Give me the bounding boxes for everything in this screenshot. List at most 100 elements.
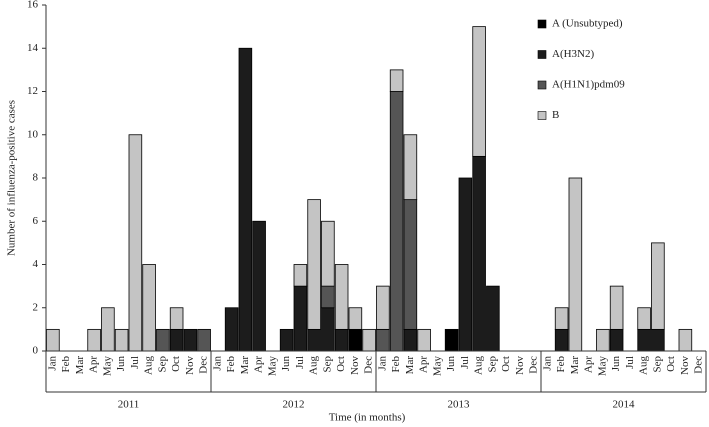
- x-tick-label: Jun: [280, 356, 292, 372]
- bar-segment: [279, 328, 294, 352]
- legend-label: A(H1N1)pdm09: [552, 79, 625, 91]
- x-tick-label: Jun: [610, 356, 622, 372]
- bar-segment: [128, 134, 143, 352]
- x-tick-label: Oct: [335, 356, 347, 372]
- bar-segment: [101, 307, 115, 352]
- bar-segment: [197, 328, 211, 352]
- x-axis-title: Time (in months): [329, 412, 406, 424]
- x-tick-label: Oct: [170, 356, 182, 372]
- bar-segment: [156, 328, 170, 352]
- x-tick-label: Sep: [651, 356, 663, 373]
- x-tick-label: Sep: [156, 356, 168, 373]
- bar-segment: [169, 328, 184, 352]
- bar-segment: [321, 220, 335, 287]
- bar-segment: [376, 285, 390, 330]
- bar-segment: [472, 26, 486, 157]
- bar-segment: [554, 307, 569, 330]
- y-axis-title: Number of influenza-positive cases: [6, 100, 18, 256]
- x-tick-label: Feb: [555, 356, 567, 373]
- legend-label: A(H3N2): [552, 48, 594, 60]
- bar-segment: [403, 328, 418, 352]
- bar-segment: [389, 69, 404, 92]
- x-tick-label: Jun: [115, 356, 127, 372]
- x-tick-label: Sep: [321, 356, 333, 373]
- x-tick-label: Jul: [294, 356, 306, 369]
- legend-swatch: [537, 111, 547, 120]
- x-tick-label: Dec: [528, 356, 540, 374]
- bar-segment: [609, 328, 624, 352]
- bar-segment: [651, 328, 665, 352]
- legend-label: A (Unsubtyped): [552, 18, 623, 30]
- x-tick-label: Mar: [74, 356, 86, 375]
- x-tick-label: Feb: [60, 356, 72, 373]
- x-tick-label: Mar: [569, 356, 581, 375]
- x-tick-label: Apr: [88, 356, 100, 373]
- bar-segment: [169, 307, 184, 330]
- x-tick-label: Mar: [239, 356, 251, 375]
- x-tick-label: Jul: [129, 356, 141, 369]
- x-tick-label: Jan: [541, 356, 553, 371]
- bar-segment: [46, 328, 60, 352]
- bar-segment: [486, 285, 500, 352]
- x-tick-label: Oct: [500, 356, 512, 372]
- x-tick-label: Jul: [624, 356, 636, 369]
- y-tick-label: 6: [33, 215, 39, 227]
- bar-segment: [321, 307, 335, 352]
- bar-segment: [307, 199, 321, 330]
- y-tick-label: 10: [27, 128, 39, 140]
- x-tick-label: Apr: [418, 356, 430, 373]
- x-tick-label: Feb: [225, 356, 237, 373]
- x-tick-label: Jan: [376, 356, 388, 371]
- x-tick-label: Nov: [184, 356, 196, 375]
- legend-swatch: [537, 19, 547, 29]
- x-tick-label: Aug: [473, 356, 485, 375]
- legend-swatch: [537, 80, 547, 90]
- x-tick-label: Apr: [583, 356, 595, 373]
- bar-segment: [348, 328, 363, 352]
- x-tick-label: May: [266, 356, 278, 377]
- x-tick-label: Nov: [349, 356, 361, 375]
- x-tick-label: Sep: [486, 356, 498, 373]
- bar-segment: [87, 328, 101, 352]
- bar-segment: [417, 328, 431, 352]
- bar-segment: [293, 264, 308, 287]
- bar-segment: [472, 155, 486, 352]
- y-tick-label: 0: [33, 345, 39, 357]
- year-label: 2012: [283, 399, 305, 411]
- y-tick-label: 14: [27, 42, 39, 54]
- bar-segment: [458, 177, 473, 352]
- x-tick-label: Aug: [308, 356, 320, 375]
- bar-segment: [609, 285, 624, 330]
- bar-segment: [142, 264, 156, 352]
- x-tick-label: Dec: [693, 356, 705, 374]
- bar-segment: [252, 220, 266, 352]
- x-tick-label: May: [596, 356, 608, 377]
- x-tick-label: Dec: [198, 356, 210, 374]
- y-tick-label: 8: [33, 172, 39, 184]
- bar-segment: [307, 328, 321, 352]
- bar-segment: [334, 328, 349, 352]
- bar-segment: [651, 242, 665, 330]
- y-tick-label: 4: [33, 258, 39, 270]
- bar-segment: [321, 285, 335, 309]
- year-label: 2013: [448, 399, 471, 411]
- x-tick-label: Aug: [143, 356, 155, 375]
- bar-segment: [568, 177, 583, 352]
- bar-segment: [637, 328, 651, 352]
- x-tick-label: Nov: [514, 356, 526, 375]
- x-tick-label: Jul: [459, 356, 471, 369]
- x-tick-label: Dec: [363, 356, 375, 374]
- x-tick-label: Jan: [46, 356, 58, 371]
- legend-label: B: [552, 109, 559, 121]
- x-tick-label: May: [101, 356, 113, 377]
- y-tick-label: 12: [27, 85, 38, 97]
- bar-segment: [678, 328, 693, 352]
- x-tick-label: Jun: [445, 356, 457, 372]
- bar-segment: [114, 328, 129, 352]
- y-tick-label: 16: [27, 0, 39, 11]
- bar-segment: [403, 134, 418, 201]
- bar-segment: [348, 307, 363, 330]
- year-label: 2011: [118, 399, 140, 411]
- x-tick-label: Aug: [638, 356, 650, 375]
